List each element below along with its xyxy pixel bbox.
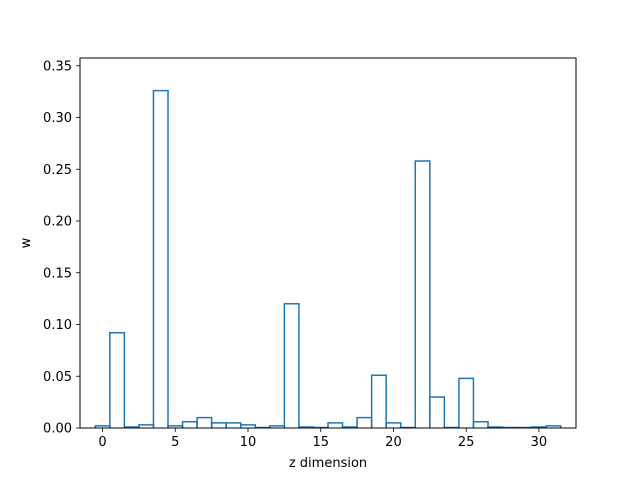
x-tick-label: 5: [171, 435, 179, 450]
histogram-bar: [327, 422, 344, 428]
histogram-bar: [545, 425, 562, 428]
x-tick-label: 0: [98, 435, 106, 450]
y-tick-label: 0.00: [43, 422, 72, 437]
x-axis-label: z dimension: [289, 456, 367, 471]
histogram-bar: [414, 160, 431, 428]
y-tick-label: 0.10: [43, 318, 72, 333]
histogram-bar: [458, 377, 475, 428]
x-tick-label: 15: [312, 435, 329, 450]
axis-ticks: 0 5 10 15 20 25 30 0.00 0.05 0.10 0.15 0.20 0.25 0.30…: [43, 59, 547, 450]
histogram-bar: [283, 303, 300, 428]
y-tick-label: 0.35: [43, 59, 72, 74]
y-tick-label: 0.20: [43, 215, 72, 230]
x-tick-label: 20: [385, 435, 402, 450]
histogram-bar: [239, 424, 257, 428]
y-tick-label: 0.30: [43, 111, 72, 126]
histogram-bar: [109, 332, 126, 428]
histogram-bar: [429, 396, 446, 428]
histogram-bar: [370, 374, 387, 428]
x-tick-label: 25: [458, 435, 475, 450]
y-tick-label: 0.25: [43, 163, 72, 178]
y-tick-label: 0.05: [43, 370, 72, 385]
y-tick-label: 0.15: [43, 266, 72, 281]
y-axis-label: w: [19, 237, 34, 248]
x-tick-label: 30: [531, 435, 548, 450]
histogram-bar: [472, 421, 489, 428]
histogram-bar: [385, 422, 402, 428]
histogram-bar: [152, 89, 169, 428]
x-tick-label: 10: [240, 435, 257, 450]
axes-frame: [79, 57, 577, 429]
